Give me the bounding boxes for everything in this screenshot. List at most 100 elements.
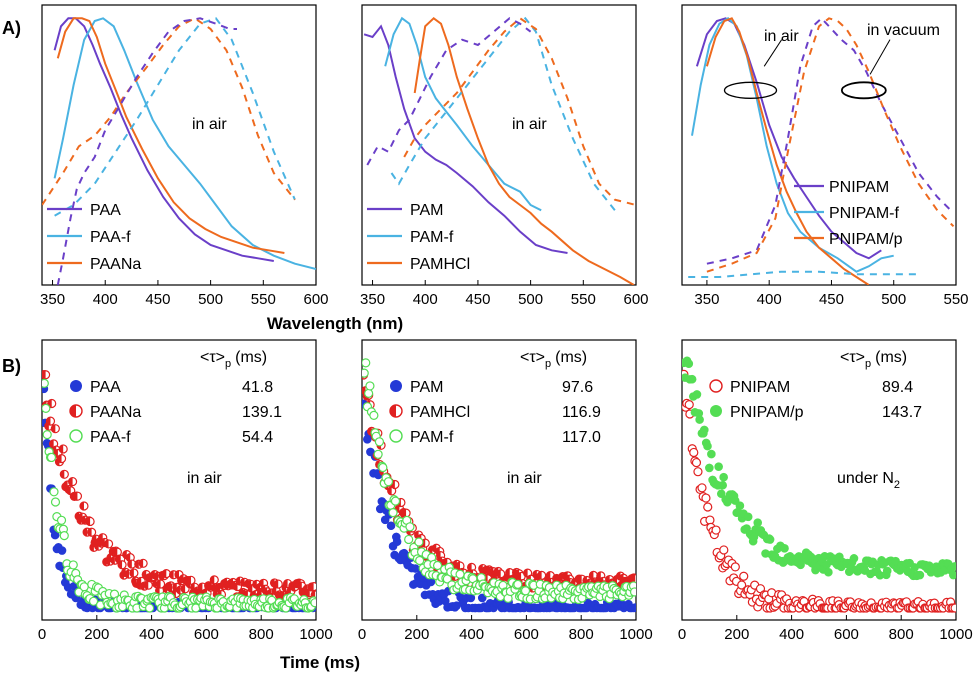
panel-b1-legend-marker [69, 429, 83, 443]
panel-b1-point-paa-f [144, 603, 155, 613]
panel-a3-xtick-label: 350 [694, 291, 719, 308]
panel-b1-legend-header: <τ>p (ms) [200, 349, 267, 370]
panel-b3-point-pnipam-p [692, 390, 702, 399]
panel-a2-xtick-label: 550 [571, 291, 596, 308]
panel-b2-point-pam-f [374, 437, 385, 447]
panel-b3-point-pnipam-p [743, 512, 753, 522]
panel-b2-legend-marker [389, 404, 403, 418]
panel-b1-point-paana [45, 416, 56, 426]
panel-a1-series-orange [56, 17, 285, 254]
panel-b3-point-pnipam-p [882, 566, 892, 576]
panel-b3-point-pnipam-p [765, 535, 775, 544]
panel-b1-frame [41, 339, 317, 621]
panel-b2-points [362, 358, 636, 613]
panel-a3-xtick-label: 400 [757, 291, 782, 308]
panel-b1-point-paana [232, 581, 243, 592]
panel-b2-xtick-label: 200 [404, 626, 429, 643]
panel-b2-point-pam [392, 537, 402, 547]
panel-a1-xtick-label: 450 [145, 291, 170, 308]
panel-b3-point-pnipam-p [796, 560, 805, 570]
panel-b2-legend-label: PAM-f [410, 429, 454, 446]
panel-b1-point-paana [72, 491, 83, 501]
panel-a2-series-dashed-cyan [390, 16, 616, 211]
panel-b2-frame [361, 339, 637, 621]
panel-b1-point-paa-f [79, 582, 89, 592]
panel-b2-xtick-label: 600 [514, 626, 539, 643]
panel-b3-point-pnipam [697, 483, 707, 493]
panel-b3-xtick-label: 400 [779, 626, 804, 643]
panel-b2-point-pam-f [369, 410, 379, 421]
panel-a3-series-orange [705, 17, 870, 285]
panel-b1-points [42, 370, 316, 613]
panel-b2-point-pam-f [513, 579, 523, 589]
panel-a3-series-dashed-purple [706, 16, 955, 265]
panel-a3-xtick-label: 450 [819, 291, 844, 308]
panel-b1-point-paana [143, 580, 153, 590]
panel-b1-legend-value: 41.8 [242, 379, 273, 396]
panel-b3-point-pnipam-p [718, 480, 727, 490]
panel-b2-point-pam-f [415, 555, 425, 566]
xlabel-wavelength: Wavelength (nm) [267, 314, 403, 333]
panel-b2-point-pam-f [405, 522, 415, 532]
panel-b2-point-pam-f [455, 569, 465, 579]
panel-a2-series-purple [363, 24, 568, 254]
panel-b3-legend-label: PNIPAM/p [730, 404, 804, 421]
panel-a3-series-purple [695, 17, 882, 260]
panel-b3-point-pnipam [737, 580, 747, 590]
panel-b3-point-pnipam-p [684, 359, 694, 368]
panel-a2-legend-label: PAM [410, 202, 443, 219]
panel-b1-point-paana [67, 476, 78, 487]
panel-b1-point-paa-f [42, 403, 51, 413]
panel-b3-point-pnipam-p [687, 374, 697, 384]
panel-b2-point-pam-f [390, 496, 401, 506]
panel-b1-point-paana [42, 370, 51, 380]
panel-b2-legend-header: <τ>p (ms) [520, 349, 587, 370]
panel-b3-legend-header: <τ>p (ms) [840, 349, 907, 370]
panel-b1-point-paana [58, 444, 68, 454]
panel-a1-legend-label: PAA [90, 202, 121, 219]
panel-b3-point-pnipam-p [703, 441, 712, 451]
panel-b3-point-pnipam [719, 545, 729, 555]
panel-b3-point-pnipam [711, 525, 721, 535]
panel-b1-point-paa-f [68, 560, 78, 570]
panel-b1-point-paa-f [42, 378, 49, 389]
panel-b3-point-pnipam [701, 493, 711, 503]
panel-b2-point-pam-f [378, 462, 388, 473]
panel-b2-point-pam-f [362, 358, 371, 368]
panel-a1-legend-label: PAA-f [90, 229, 131, 246]
panel-a3-legend-label: PNIPAM [829, 179, 889, 196]
panel-b1-point-paana [117, 560, 127, 570]
panel-b2-point-pam-f [373, 449, 383, 459]
panel-a3-legend-label: PNIPAM/p [829, 231, 903, 248]
panel-b1-point-paa-f [56, 515, 67, 525]
panel-b2-legend-label: PAMHCl [410, 404, 470, 421]
panel-a1-series-dashed-cyan [54, 17, 296, 217]
panel-b1-point-paana [103, 539, 114, 549]
panel-b3-points [682, 356, 956, 613]
panel-b1-legend-value: 54.4 [242, 429, 273, 446]
panel-b3-point-pnipam-p [707, 449, 716, 459]
panel-a2-xtick-label: 400 [413, 291, 438, 308]
panel-a2-frame [361, 4, 637, 286]
panel-b2-legend-marker [389, 429, 403, 443]
panel-a2-legend-label: PAMHCl [410, 256, 470, 273]
panel-b2-legend-marker [390, 380, 402, 392]
panel-b2-point-pam-f [364, 388, 374, 398]
panel-b2-point-pam-f [365, 381, 375, 391]
panel-b3-point-pnipam-p [719, 472, 728, 482]
panel-a1-xtick-label: 400 [93, 291, 118, 308]
panel-a3-legend-label: PNIPAM-f [829, 205, 899, 222]
panel-b3-point-pnipam-p [824, 567, 833, 577]
panel-a1-series-dashed-purple [56, 17, 237, 285]
panel-b1-xtick-label: 800 [249, 626, 274, 643]
panel-b1-point-paana [56, 453, 67, 464]
panel-a2-annotation: in air [512, 116, 547, 133]
panel-b2-xtick-label: 800 [569, 626, 594, 643]
panel-b2-point-pam [386, 521, 396, 531]
panel-b3-point-pnipam-p [949, 570, 956, 580]
panel-b1-point-paana [86, 527, 97, 537]
panel-b2-point-pam-f [629, 587, 636, 597]
panel-a3-xtick-label: 550 [943, 291, 968, 308]
panel-b2-point-pam-f [414, 537, 424, 547]
